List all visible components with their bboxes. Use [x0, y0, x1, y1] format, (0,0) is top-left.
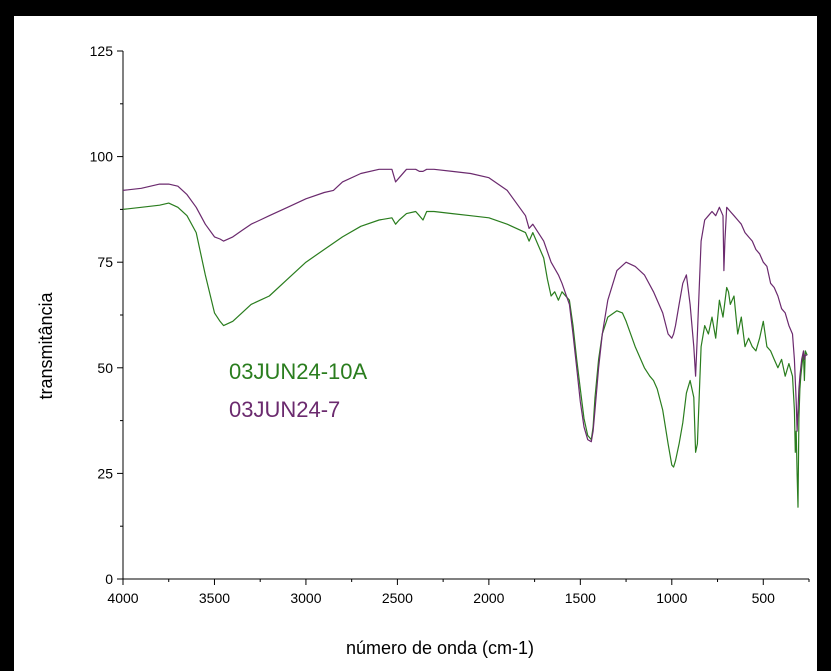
y-axis-title: transmitância — [36, 291, 56, 399]
x-tick-label: 3500 — [199, 590, 230, 606]
legend-entry-series-2: 03JUN24-7 — [229, 397, 340, 422]
x-tick-label: 2500 — [382, 590, 413, 606]
x-tick-label: 1000 — [656, 590, 687, 606]
ticks: 0 25 50 75 100 125 4000 3500 3000 2500 2000 1500 100… — [90, 43, 810, 606]
x-tick-label: 1500 — [565, 590, 596, 606]
y-tick-label: 100 — [90, 149, 114, 165]
x-tick-label: 3000 — [290, 590, 321, 606]
x-tick-label: 2000 — [473, 590, 504, 606]
y-tick-label: 125 — [90, 43, 114, 59]
x-axis-title: número de onda (cm-1) — [346, 638, 534, 658]
legend-entry-series-1: 03JUN24-10A — [229, 359, 368, 384]
y-tick-label: 50 — [97, 360, 113, 376]
y-tick-label: 0 — [105, 571, 113, 587]
series-layer — [122, 168, 808, 508]
chart-frame: 0 25 50 75 100 125 4000 3500 3000 2500 2000 1500 100… — [14, 16, 817, 671]
y-tick-label: 75 — [97, 254, 113, 270]
series-line-1 — [122, 202, 808, 508]
axes — [122, 51, 809, 580]
x-tick-label: 500 — [752, 590, 776, 606]
y-tick-label: 25 — [97, 465, 113, 481]
x-tick-label: 4000 — [107, 590, 138, 606]
series-line-2 — [122, 168, 808, 443]
spectrum-chart: 0 25 50 75 100 125 4000 3500 3000 2500 2000 1500 100… — [36, 43, 810, 658]
